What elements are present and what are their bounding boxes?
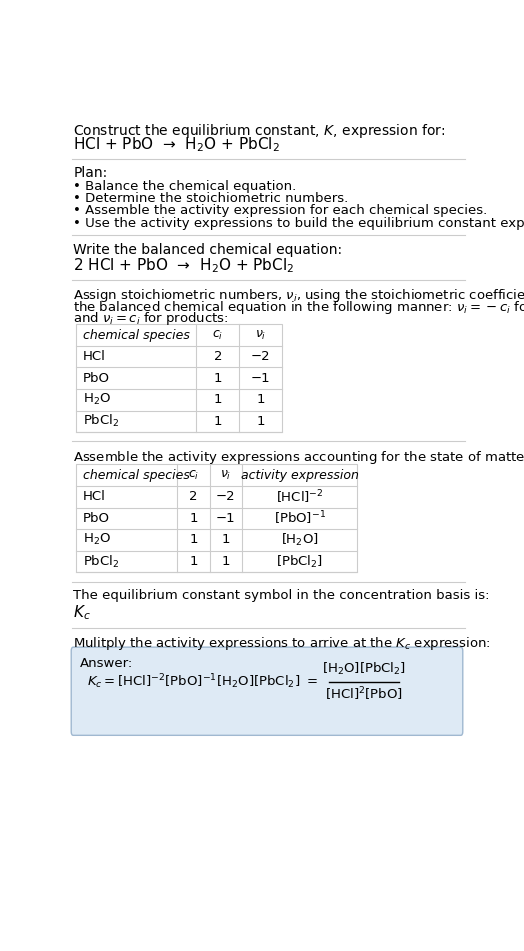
Text: −1: −1: [250, 372, 270, 385]
Text: PbCl$_2$: PbCl$_2$: [83, 414, 119, 430]
Text: Plan:: Plan:: [73, 166, 107, 181]
Text: 1: 1: [256, 394, 265, 406]
Bar: [77, 324, 282, 432]
FancyBboxPatch shape: [71, 647, 463, 735]
Text: 1: 1: [214, 415, 222, 428]
Text: $c_i$: $c_i$: [188, 469, 199, 482]
Text: 1: 1: [189, 534, 198, 547]
Text: 1: 1: [222, 555, 230, 568]
Text: Write the balanced chemical equation:: Write the balanced chemical equation:: [73, 243, 342, 257]
Text: The equilibrium constant symbol in the concentration basis is:: The equilibrium constant symbol in the c…: [73, 590, 490, 602]
Text: H$_2$O: H$_2$O: [83, 533, 111, 548]
Text: −1: −1: [216, 512, 236, 525]
Text: HCl: HCl: [83, 350, 105, 363]
Text: chemical species: chemical species: [83, 469, 189, 482]
Text: Assemble the activity expressions accounting for the state of matter and $\nu_i$: Assemble the activity expressions accoun…: [73, 449, 524, 466]
Text: HCl + PbO  →  H$_2$O + PbCl$_2$: HCl + PbO → H$_2$O + PbCl$_2$: [73, 136, 280, 154]
Bar: [77, 464, 357, 573]
Text: 1: 1: [256, 415, 265, 428]
Text: [PbO]$^{-1}$: [PbO]$^{-1}$: [274, 510, 325, 527]
Text: PbCl$_2$: PbCl$_2$: [83, 553, 119, 570]
Text: PbO: PbO: [83, 512, 110, 525]
Text: −2: −2: [216, 491, 236, 503]
Text: chemical species: chemical species: [83, 329, 189, 341]
Text: $[\mathrm{HCl}]^2[\mathrm{PbO}]$: $[\mathrm{HCl}]^2[\mathrm{PbO}]$: [325, 686, 403, 704]
Text: 1: 1: [214, 372, 222, 385]
Text: $c_i$: $c_i$: [212, 328, 223, 341]
Text: PbO: PbO: [83, 372, 110, 385]
Text: [HCl]$^{-2}$: [HCl]$^{-2}$: [276, 488, 323, 506]
Text: 2: 2: [214, 350, 222, 363]
Text: • Assemble the activity expression for each chemical species.: • Assemble the activity expression for e…: [73, 204, 487, 217]
Text: $\nu_i$: $\nu_i$: [255, 328, 266, 341]
Text: 1: 1: [222, 534, 230, 547]
Text: • Use the activity expressions to build the equilibrium constant expression.: • Use the activity expressions to build …: [73, 217, 524, 229]
Text: 1: 1: [189, 512, 198, 525]
Text: the balanced chemical equation in the following manner: $\nu_i = -c_i$ for react: the balanced chemical equation in the fo…: [73, 299, 524, 316]
Text: Assign stoichiometric numbers, $\nu_i$, using the stoichiometric coefficients, $: Assign stoichiometric numbers, $\nu_i$, …: [73, 287, 524, 304]
Text: • Determine the stoichiometric numbers.: • Determine the stoichiometric numbers.: [73, 192, 348, 204]
Text: and $\nu_i = c_i$ for products:: and $\nu_i = c_i$ for products:: [73, 310, 229, 327]
Text: $[\mathrm{H_2O}][\mathrm{PbCl_2}]$: $[\mathrm{H_2O}][\mathrm{PbCl_2}]$: [322, 661, 406, 676]
Text: 1: 1: [214, 394, 222, 406]
Text: −2: −2: [250, 350, 270, 363]
Text: $K_c$: $K_c$: [73, 603, 91, 622]
Text: Mulitply the activity expressions to arrive at the $K_c$ expression:: Mulitply the activity expressions to arr…: [73, 635, 491, 652]
Text: [H$_2$O]: [H$_2$O]: [281, 532, 319, 548]
Text: $K_c = [\mathrm{HCl}]^{-2}[\mathrm{PbO}]^{-1}[\mathrm{H_2O}][\mathrm{PbCl_2}]\ =: $K_c = [\mathrm{HCl}]^{-2}[\mathrm{PbO}]…: [87, 672, 318, 691]
Text: 1: 1: [189, 555, 198, 568]
Text: 2: 2: [189, 491, 198, 503]
Text: Construct the equilibrium constant, $K$, expression for:: Construct the equilibrium constant, $K$,…: [73, 122, 446, 140]
Text: Answer:: Answer:: [80, 657, 133, 670]
Text: 2 HCl + PbO  →  H$_2$O + PbCl$_2$: 2 HCl + PbO → H$_2$O + PbCl$_2$: [73, 257, 294, 275]
Text: $\nu_i$: $\nu_i$: [220, 469, 232, 482]
Text: • Balance the chemical equation.: • Balance the chemical equation.: [73, 180, 297, 192]
Text: HCl: HCl: [83, 491, 105, 503]
Text: activity expression: activity expression: [241, 469, 358, 482]
Text: [PbCl$_2$]: [PbCl$_2$]: [276, 553, 323, 570]
Text: H$_2$O: H$_2$O: [83, 392, 111, 407]
